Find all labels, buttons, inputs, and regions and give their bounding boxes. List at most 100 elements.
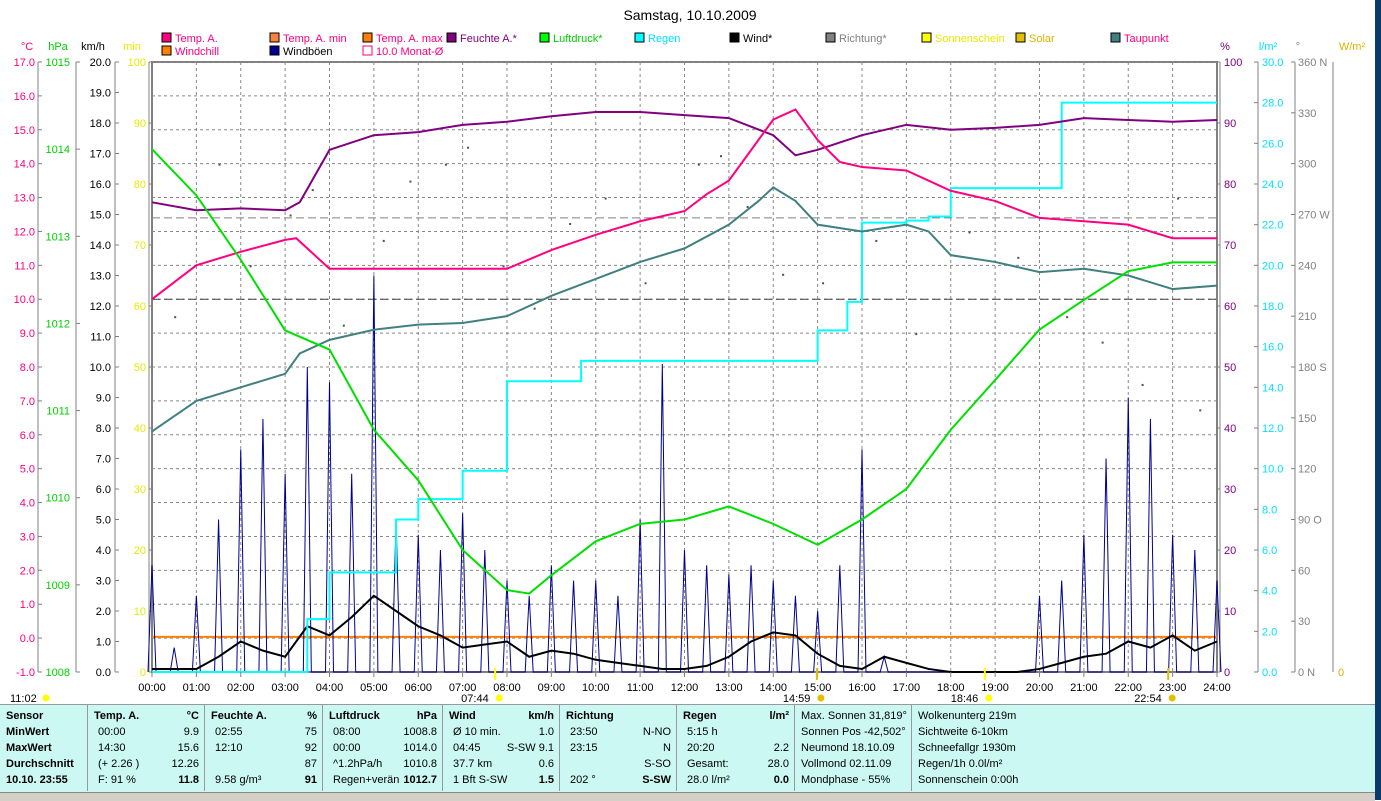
wind-tick-label: 9.0 bbox=[96, 393, 111, 405]
table-cell-label: Regen bbox=[683, 710, 717, 722]
x-tick-label: 03:00 bbox=[271, 682, 299, 694]
x-tick-label: 05:00 bbox=[360, 682, 388, 694]
legend-label: Temp. A. max bbox=[376, 33, 443, 45]
x-axis-labels: 00:00 01:00 02:00 03:00 04:00 05:00 06:00 07:00… bbox=[138, 672, 1231, 694]
axes: °C -1.0 0.0 1.0 2.0 3.0 4.0 5.0 6.0 7.0 8.0 9.0 10.0… bbox=[14, 41, 1366, 679]
legend-swatch bbox=[921, 32, 932, 43]
x-tick-label: 10:00 bbox=[582, 682, 610, 694]
sunshine-tick-label: 50 bbox=[134, 362, 146, 374]
table-cell-value: l/m² bbox=[769, 710, 789, 722]
legend-label: Sonnenschein bbox=[935, 33, 1005, 45]
wind-tick-label: 18.0 bbox=[90, 118, 111, 130]
wind-tick-label: 13.0 bbox=[90, 271, 111, 283]
humidity-tick-label: 80 bbox=[1224, 179, 1236, 191]
direction-tick-label: 30 bbox=[1298, 616, 1310, 628]
legend-label: Windböen bbox=[283, 46, 333, 58]
x-tick-label: 07:00 bbox=[449, 682, 477, 694]
table-cell-label: Wind bbox=[449, 710, 476, 722]
weather-chart: Samstag, 10.10.2009 Temp. A. Temp. A. min… bbox=[10, 7, 1366, 704]
rain-tick-label: 12.0 bbox=[1262, 423, 1283, 435]
temp-tick-label: 11.0 bbox=[14, 260, 35, 272]
direction-tick-label: 90 O bbox=[1298, 515, 1322, 527]
direction-tick-label: 360 N bbox=[1298, 57, 1327, 69]
table-cell-label: 37.7 km bbox=[453, 758, 493, 770]
legend-swatch bbox=[161, 45, 172, 56]
temp-tick-label: 7.0 bbox=[20, 396, 35, 408]
pressure-tick-label: 1008 bbox=[46, 667, 70, 679]
rain-axis-unit: l/m² bbox=[1259, 41, 1278, 53]
temp-tick-label: 12.0 bbox=[14, 226, 35, 238]
table-cell-value: hPa bbox=[416, 710, 437, 722]
humidity-tick-label: 60 bbox=[1224, 301, 1236, 313]
sunshine-tick-label: 100 bbox=[128, 57, 146, 69]
temp-axis-unit: °C bbox=[21, 41, 33, 53]
x-tick-label: 06:00 bbox=[404, 682, 432, 694]
table-column: Temp. A. °C 00:00 9.9 14:30 15.6 (+ 2.26 ) 12.2… bbox=[88, 705, 205, 791]
table-cell-value: S-SW 9.1 bbox=[506, 742, 554, 754]
direction-point bbox=[342, 324, 345, 327]
pressure-tick-label: 1013 bbox=[46, 231, 70, 243]
wind-tick-label: 1.0 bbox=[96, 637, 111, 649]
direction-point bbox=[382, 239, 385, 242]
sunshine-tick-label: 40 bbox=[134, 423, 146, 435]
temp-tick-label: 10.0 bbox=[14, 294, 35, 306]
temp-tick-label: 14.0 bbox=[14, 159, 35, 171]
rain-tick-label: 0.0 bbox=[1262, 667, 1277, 679]
legend: Temp. A. Temp. A. min Temp. A. max Feuchte … bbox=[161, 32, 1169, 58]
x-tick-label: 20:00 bbox=[1026, 682, 1054, 694]
table-cell-value: °C bbox=[186, 710, 199, 722]
table-cell-label: 1 Bft S-SW bbox=[453, 774, 508, 786]
direction-point bbox=[1101, 341, 1104, 344]
wind-tick-label: 15.0 bbox=[90, 210, 111, 222]
wind-tick-label: 12.0 bbox=[90, 301, 111, 313]
rain-tick-label: 2.0 bbox=[1262, 626, 1277, 638]
legend-swatch bbox=[729, 32, 740, 43]
humidity-tick-label: 30 bbox=[1224, 484, 1236, 496]
direction-point bbox=[218, 163, 221, 166]
x-tick-label: 18:00 bbox=[937, 682, 965, 694]
solar-tick-label: 0 bbox=[1338, 667, 1344, 679]
table-cell-value: 1014.0 bbox=[403, 742, 437, 754]
temp-tick-label: 3.0 bbox=[20, 531, 35, 543]
plot-frame bbox=[151, 61, 1218, 673]
legend-label: 10.0 Monat-Ø bbox=[376, 46, 444, 58]
table-cell-label: 9.58 g/m³ bbox=[215, 774, 262, 786]
wind-tick-label: 3.0 bbox=[96, 576, 111, 588]
direction-point bbox=[1141, 383, 1144, 386]
table-cell-value: 0.6 bbox=[538, 758, 554, 770]
direction-tick-label: 210 bbox=[1298, 311, 1316, 323]
temp-tick-label: 0.0 bbox=[20, 633, 35, 645]
series-line-luftdruck- bbox=[151, 148, 1217, 595]
legend-swatch bbox=[1015, 32, 1026, 43]
table-column: Feuchte A.% 02:55 75 12:10 92 87 9.58 g/m³ 91 bbox=[205, 705, 323, 791]
table-cell-label: Richtung bbox=[566, 710, 614, 722]
table-cell-value: 12.26 bbox=[171, 758, 199, 770]
table-cell-value: km/h bbox=[528, 710, 554, 722]
wind-tick-label: 17.0 bbox=[90, 149, 111, 161]
wind-tick-label: 19.0 bbox=[90, 88, 111, 100]
table-cell-label: 23:50 bbox=[570, 726, 598, 738]
x-tick-label: 16:00 bbox=[848, 682, 876, 694]
direction-point bbox=[569, 222, 572, 225]
humidity-axis-unit: % bbox=[1220, 41, 1230, 53]
direction-point bbox=[289, 214, 292, 217]
table-cell-value: 28.0 bbox=[767, 758, 789, 770]
legend-swatch bbox=[269, 45, 280, 56]
direction-point bbox=[311, 189, 314, 192]
rain-tick-label: 8.0 bbox=[1262, 504, 1277, 516]
wind-tick-label: 4.0 bbox=[96, 545, 111, 557]
humidity-tick-label: 70 bbox=[1224, 240, 1236, 252]
legend-swatch bbox=[446, 32, 457, 43]
temp-tick-label: 1.0 bbox=[20, 599, 35, 611]
legend-label: Feuchte A.* bbox=[460, 33, 518, 45]
table-cell-label: Mondphase - 55% bbox=[801, 774, 891, 786]
table-cell-label: 23:15 bbox=[570, 742, 598, 754]
direction-point bbox=[697, 163, 700, 166]
direction-point bbox=[875, 239, 878, 242]
sunshine-tick-label: 90 bbox=[134, 118, 146, 130]
pressure-tick-label: 1015 bbox=[46, 57, 70, 69]
legend-swatch bbox=[1110, 32, 1121, 43]
x-tick-label: 12:00 bbox=[671, 682, 699, 694]
x-tick-label: 09:00 bbox=[538, 682, 566, 694]
table-cell-value: N bbox=[663, 742, 671, 754]
